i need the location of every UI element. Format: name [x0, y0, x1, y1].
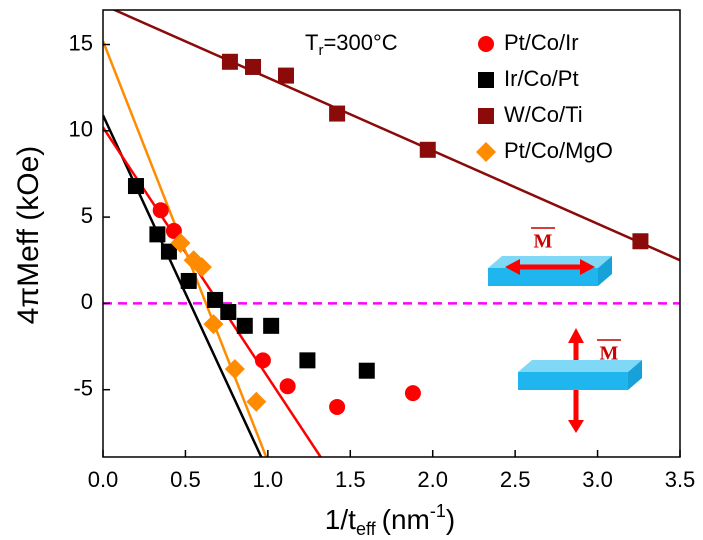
legend-marker: [478, 36, 494, 52]
point: [221, 53, 238, 70]
fit-line: [111, 10, 680, 262]
fit-line: [103, 40, 268, 457]
legend-label: Ir/Co/Pt: [504, 66, 579, 91]
x-label-base: 1/t: [325, 504, 356, 535]
plot-frame: [102, 9, 681, 458]
point: [170, 232, 191, 253]
plot: [103, 10, 680, 457]
y-tick-label: -5: [73, 376, 93, 401]
point: [180, 272, 197, 289]
point: [329, 398, 346, 415]
y-axis-label: 4πMeff (kOe): [12, 146, 45, 325]
point: [207, 291, 224, 308]
annotation-base: T: [305, 30, 318, 55]
point: [299, 352, 316, 369]
point: [149, 226, 166, 243]
annotation-sub: r: [318, 42, 323, 59]
legend-label: W/Co/Ti: [504, 102, 583, 127]
point: [245, 58, 262, 75]
legend-marker: [476, 142, 496, 162]
point: [127, 178, 144, 195]
point: [419, 141, 436, 158]
point: [277, 67, 294, 84]
point: [224, 358, 245, 379]
legend-marker: [478, 108, 494, 124]
in-plane-icon: M: [488, 227, 612, 286]
x-tick-label: 2.0: [417, 467, 448, 492]
x-label-sup: -1: [430, 501, 446, 521]
point: [263, 317, 280, 334]
point: [160, 243, 177, 260]
icon-label: M: [534, 231, 553, 253]
point: [152, 202, 169, 219]
x-tick-label: 0.5: [170, 467, 201, 492]
annotation: Tr=300°C: [305, 30, 398, 59]
out-of-plane-icon: M: [518, 328, 642, 433]
point: [404, 385, 421, 402]
point: [254, 352, 271, 369]
point: [236, 317, 253, 334]
x-tick-label: 1.0: [253, 467, 284, 492]
legend-marker: [478, 72, 494, 88]
x-tick-label: 1.5: [335, 467, 366, 492]
point: [358, 362, 375, 379]
annotation-rest: =300°C: [323, 30, 397, 55]
point: [246, 391, 267, 412]
legend-label: Pt/Co/MgO: [504, 138, 613, 163]
point: [329, 105, 346, 122]
x-tick-label: 2.5: [500, 467, 531, 492]
x-label-sub: eff: [356, 519, 377, 539]
y-tick-label: 0: [81, 289, 93, 314]
icon-label: M: [600, 343, 619, 365]
y-tick-label: 10: [69, 117, 93, 142]
x-tick-label: 3.5: [665, 467, 696, 492]
point: [632, 233, 649, 250]
point: [279, 378, 296, 395]
x-label-mid: (nm: [382, 504, 430, 535]
legend-label: Pt/Co/Ir: [504, 30, 579, 55]
point: [191, 257, 212, 278]
x-tick-label: 3.0: [582, 467, 613, 492]
point: [203, 314, 224, 335]
x-label-end: ): [446, 504, 455, 535]
point: [165, 222, 182, 239]
x-axis-label: 1/teff (nm-1): [325, 501, 455, 539]
x-tick-label: 0.0: [88, 467, 119, 492]
y-tick-label: 15: [69, 30, 93, 55]
point: [220, 304, 237, 321]
y-tick-label: 5: [81, 203, 93, 228]
